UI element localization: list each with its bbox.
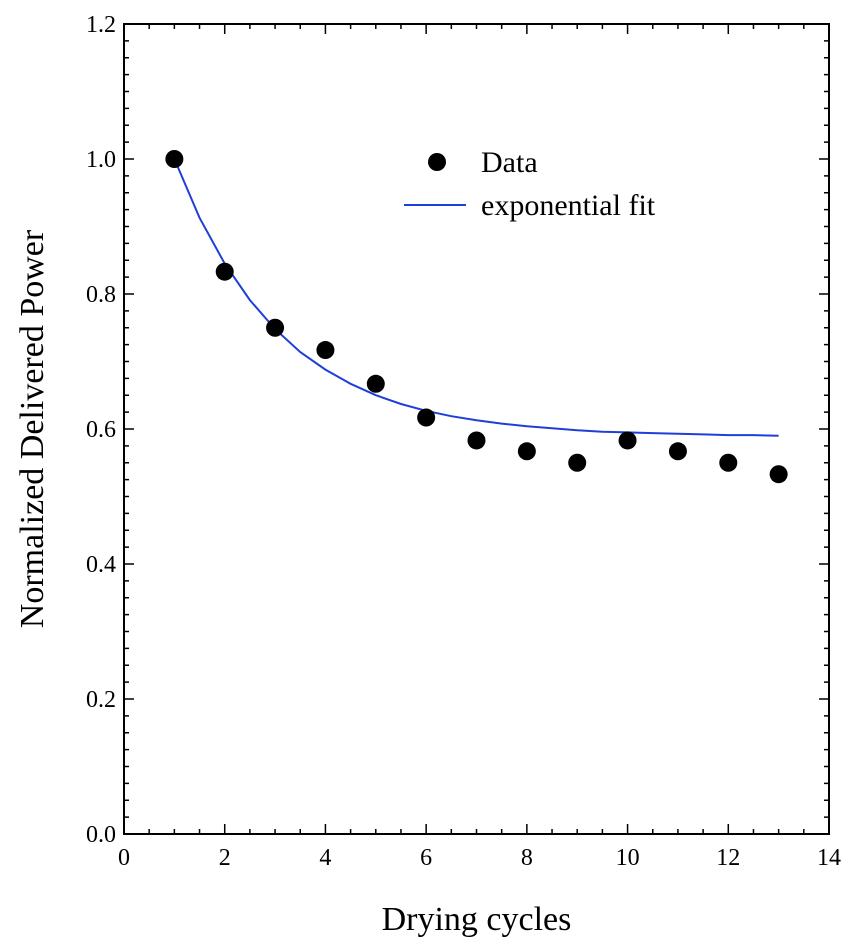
fit-layer (173, 158, 779, 437)
data-point (668, 442, 687, 461)
data-point (215, 262, 234, 281)
legend-data-marker (428, 153, 446, 171)
labels-layer: 0 2 4 6 8 10 12 14 0.0 0.2 0.4 0.6 0.8 1.0 1.2 (86, 12, 841, 871)
y-tick-label: 1.2 (86, 12, 116, 38)
y-tick-label: 0.0 (86, 822, 116, 848)
x-axis-title: Drying cycles (382, 901, 572, 938)
x-tick-label: 2 (219, 845, 231, 871)
y-tick-label: 0.4 (86, 552, 116, 578)
y-tick-label: 0.2 (86, 687, 116, 713)
x-tick-label: 14 (817, 845, 841, 871)
legend-fit-label: exponential fit (481, 189, 656, 222)
data-point (467, 431, 486, 450)
x-tick-label: 10 (616, 845, 640, 871)
data-point (266, 318, 285, 337)
x-tick-label: 6 (420, 845, 432, 871)
data-point (568, 453, 587, 472)
y-tick-label: 1.0 (86, 147, 116, 173)
y-tick-label: 0.6 (86, 417, 116, 443)
data-point (769, 465, 788, 484)
data-point (165, 150, 184, 168)
data-point (719, 453, 738, 472)
data-point (618, 431, 637, 450)
data-point (417, 408, 436, 427)
legend-data-label: Data (481, 146, 538, 179)
data-point (316, 341, 335, 360)
legend: Data exponential fit (404, 146, 656, 222)
plot-frame (123, 23, 830, 835)
data-point (366, 374, 385, 393)
x-tick-label: 4 (319, 845, 331, 871)
y-tick-label: 0.8 (86, 282, 116, 308)
x-tick-label: 0 (118, 845, 130, 871)
x-tick-label: 12 (716, 845, 740, 871)
data-point (517, 442, 536, 461)
y-axis-title: Normalized Delivered Power (14, 229, 51, 628)
x-tick-label: 8 (521, 845, 533, 871)
points-layer (165, 150, 788, 484)
fit-line (173, 158, 779, 437)
ticks-layer (123, 23, 830, 835)
